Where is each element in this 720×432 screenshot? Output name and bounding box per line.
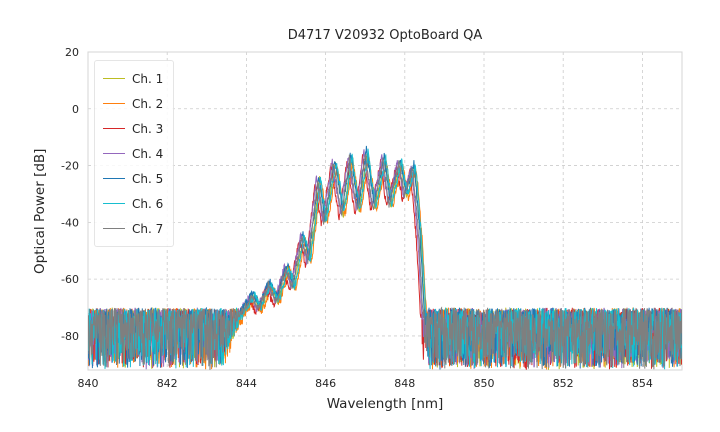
legend-label: Ch. 6 (132, 196, 164, 211)
x-tick-label: 840 (78, 377, 99, 390)
legend-swatch (103, 228, 125, 229)
x-tick-label: 850 (474, 377, 495, 390)
legend-item: Ch. 4 (103, 141, 163, 166)
legend-item: Ch. 1 (103, 66, 163, 91)
x-tick-label: 842 (157, 377, 178, 390)
legend-swatch (103, 203, 125, 204)
trace-ch-7 (88, 154, 682, 370)
legend-swatch (103, 178, 125, 179)
y-tick-label: 0 (72, 103, 79, 116)
legend-item: Ch. 3 (103, 116, 163, 141)
legend-swatch (103, 103, 125, 104)
legend-item: Ch. 2 (103, 91, 163, 116)
legend-label: Ch. 5 (132, 171, 164, 186)
legend-label: Ch. 4 (132, 146, 164, 161)
y-tick-label: -40 (61, 216, 79, 229)
y-tick-label: 20 (65, 46, 79, 59)
x-tick-label: 844 (236, 377, 257, 390)
x-tick-label: 846 (315, 377, 336, 390)
x-tick-label: 854 (632, 377, 653, 390)
y-tick-label: -20 (61, 160, 79, 173)
legend-item: Ch. 5 (103, 166, 163, 191)
chart-title: D4717 V20932 OptoBoard QA (287, 28, 483, 43)
legend-label: Ch. 1 (132, 71, 164, 86)
x-axis-label: Wavelength [nm] (326, 396, 444, 412)
legend-label: Ch. 2 (132, 96, 164, 111)
legend-swatch (103, 78, 125, 79)
y-tick-label: -80 (61, 330, 79, 343)
y-tick-label: -60 (61, 273, 79, 286)
plot-frame (87, 51, 683, 371)
x-tick-label: 852 (553, 377, 574, 390)
x-tick-label: 848 (394, 377, 415, 390)
legend-item: Ch. 7 (103, 216, 163, 241)
legend: Ch. 1 Ch. 2 Ch. 3 Ch. 4 Ch. 5 Ch. 6 Ch. 7 (94, 60, 175, 247)
legend-item: Ch. 6 (103, 191, 163, 216)
legend-swatch (103, 153, 125, 154)
legend-swatch (103, 128, 125, 129)
legend-label: Ch. 3 (132, 121, 164, 136)
legend-label: Ch. 7 (132, 221, 164, 236)
